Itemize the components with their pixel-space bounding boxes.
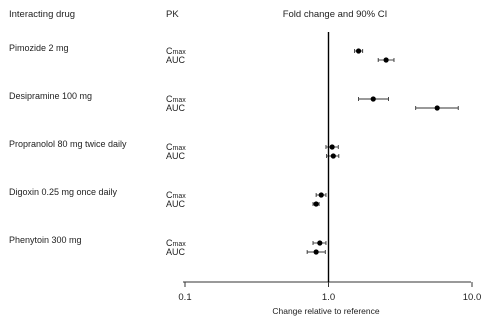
pk-main: AUC	[166, 151, 186, 161]
pk-label-auc: AUC	[166, 151, 186, 161]
drug-label: Digoxin 0.25 mg once daily	[9, 187, 118, 197]
pk-main: C	[166, 142, 173, 152]
point-estimate	[330, 153, 336, 159]
pk-subscript: max	[173, 97, 187, 104]
pk-label-cmax: Cmax	[166, 238, 186, 248]
pk-main: C	[166, 94, 173, 104]
pk-label-cmax: Cmax	[166, 94, 186, 104]
point-estimate	[313, 249, 319, 255]
pk-label-auc: AUC	[166, 103, 186, 113]
drug-label: Pimozide 2 mg	[9, 43, 69, 53]
pk-label-auc: AUC	[166, 55, 186, 65]
pk-main: AUC	[166, 199, 186, 209]
drug-label: Desipramine 100 mg	[9, 91, 92, 101]
x-tick-label: 10.0	[463, 292, 482, 303]
point-estimate	[329, 144, 335, 150]
pk-label-cmax: Cmax	[166, 46, 186, 56]
header-pk: PK	[166, 9, 179, 20]
pk-main: AUC	[166, 103, 186, 113]
drug-label: Propranolol 80 mg twice daily	[9, 139, 127, 149]
pk-main: AUC	[166, 55, 186, 65]
pk-subscript: max	[173, 241, 187, 248]
x-tick-label: 0.1	[178, 292, 191, 303]
pk-label-cmax: Cmax	[166, 190, 186, 200]
point-estimate	[317, 240, 323, 246]
point-estimate	[434, 105, 440, 111]
point-estimate	[355, 48, 362, 54]
drug-label: Phenytoin 300 mg	[9, 235, 82, 245]
pk-main: C	[166, 190, 173, 200]
pk-main: C	[166, 46, 173, 56]
pk-subscript: max	[173, 193, 187, 200]
x-axis-ticks: 0.1 1.0 10.0	[178, 282, 481, 303]
pk-label-cmax: Cmax	[166, 142, 186, 152]
point-estimate	[383, 57, 389, 63]
pk-label-auc: AUC	[166, 247, 186, 257]
point-estimate	[313, 201, 319, 207]
point-estimate	[318, 192, 324, 198]
pk-main: C	[166, 238, 173, 248]
pk-subscript: max	[173, 49, 187, 56]
point-estimate	[370, 96, 376, 102]
header-interacting-drug: Interacting drug	[9, 9, 75, 20]
x-axis-label: Change relative to reference	[272, 306, 380, 316]
header-fold-change: Fold change and 90% CI	[283, 9, 388, 20]
pk-main: AUC	[166, 247, 186, 257]
x-tick-label: 1.0	[322, 292, 335, 303]
pk-label-auc: AUC	[166, 199, 186, 209]
pk-subscript: max	[173, 145, 187, 152]
